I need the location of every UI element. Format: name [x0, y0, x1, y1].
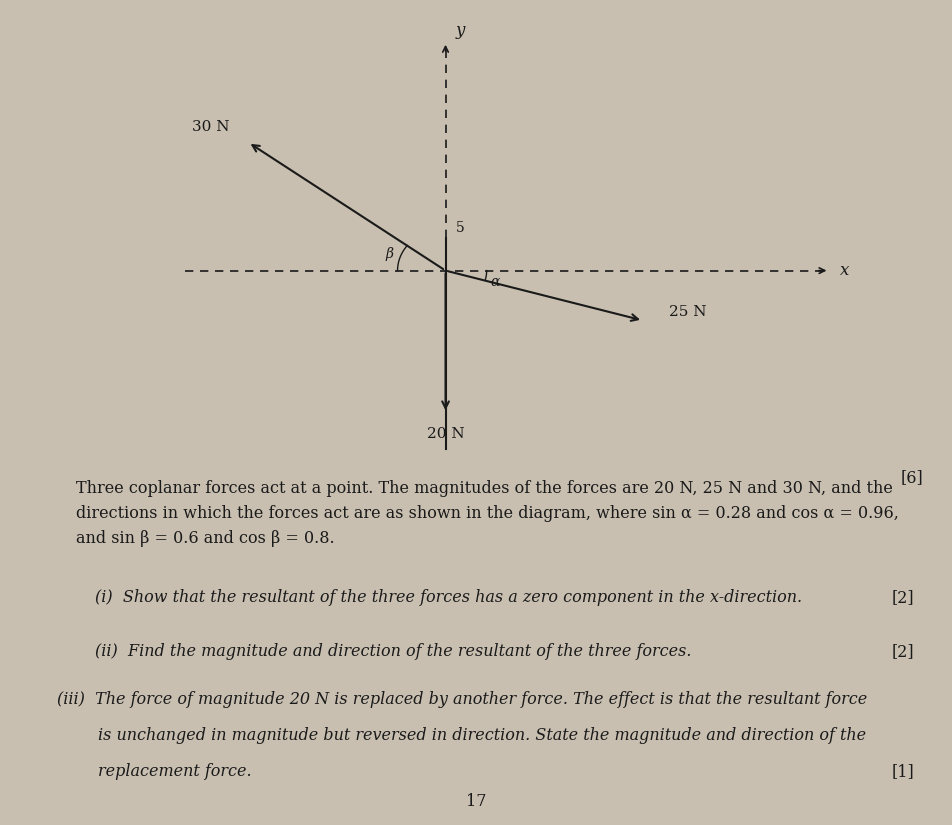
Text: [6]: [6] [901, 469, 923, 486]
Text: replacement force.: replacement force. [57, 763, 251, 780]
Text: [2]: [2] [891, 644, 914, 661]
Text: α: α [490, 276, 500, 290]
Text: 5: 5 [456, 221, 465, 235]
Text: Three coplanar forces act at a point. The magnitudes of the forces are 20 N, 25 : Three coplanar forces act at a point. Th… [76, 480, 899, 547]
Text: (i)  Show that the resultant of the three forces has a zero component in the x-d: (i) Show that the resultant of the three… [95, 589, 803, 606]
Text: x: x [840, 262, 849, 279]
Text: [1]: [1] [891, 763, 914, 780]
Text: (iii)  The force of magnitude 20 N is replaced by another force. The effect is t: (iii) The force of magnitude 20 N is rep… [57, 691, 867, 708]
Text: is unchanged in magnitude but reversed in direction. State the magnitude and dir: is unchanged in magnitude but reversed i… [57, 727, 866, 744]
Text: 17: 17 [466, 794, 486, 810]
Text: (ii)  Find the magnitude and direction of the resultant of the three forces.: (ii) Find the magnitude and direction of… [95, 644, 692, 661]
Text: β: β [386, 247, 393, 261]
Text: 25 N: 25 N [668, 304, 706, 318]
Text: 20 N: 20 N [426, 427, 465, 441]
Text: y: y [456, 22, 466, 39]
Text: 30 N: 30 N [191, 120, 229, 134]
Text: [2]: [2] [891, 589, 914, 606]
